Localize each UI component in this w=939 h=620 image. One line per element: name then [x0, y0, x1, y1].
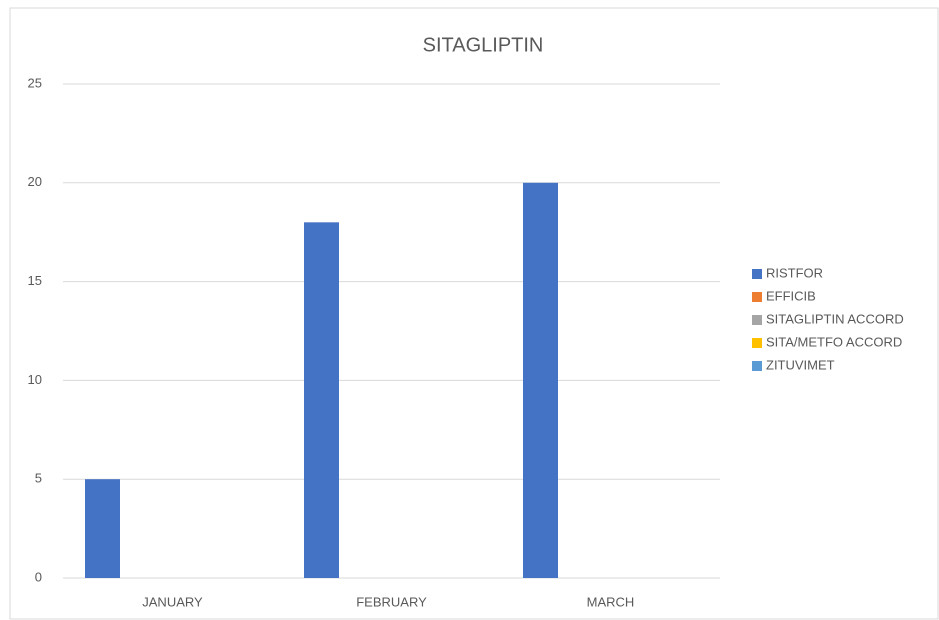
- x-tick-label: FEBRUARY: [356, 594, 427, 609]
- legend-swatch: [752, 315, 762, 325]
- y-tick-label: 15: [28, 273, 42, 288]
- legend-swatch: [752, 292, 762, 302]
- legend-label: ZITUVIMET: [766, 357, 835, 372]
- x-tick-label: MARCH: [587, 594, 635, 609]
- y-tick-label: 25: [28, 75, 42, 90]
- x-tick-label: JANUARY: [142, 594, 203, 609]
- chart-frame: [9, 7, 939, 620]
- bar: [85, 479, 120, 578]
- bar: [304, 222, 339, 578]
- chart-title: SITAGLIPTIN: [423, 34, 544, 56]
- y-tick-label: 20: [28, 174, 42, 189]
- bar: [523, 182, 558, 579]
- legend-swatch: [752, 269, 762, 279]
- legend-swatch: [752, 338, 762, 348]
- legend-label: RISTFOR: [766, 265, 823, 280]
- y-tick-label: 5: [35, 471, 42, 486]
- y-tick-label: 0: [35, 569, 42, 584]
- legend-swatch: [752, 361, 762, 371]
- y-tick-label: 10: [28, 372, 42, 387]
- legend-label: SITAGLIPTIN ACCORD: [766, 311, 904, 326]
- legend-label: SITA/METFO ACCORD: [766, 334, 902, 349]
- legend-label: EFFICIB: [766, 288, 816, 303]
